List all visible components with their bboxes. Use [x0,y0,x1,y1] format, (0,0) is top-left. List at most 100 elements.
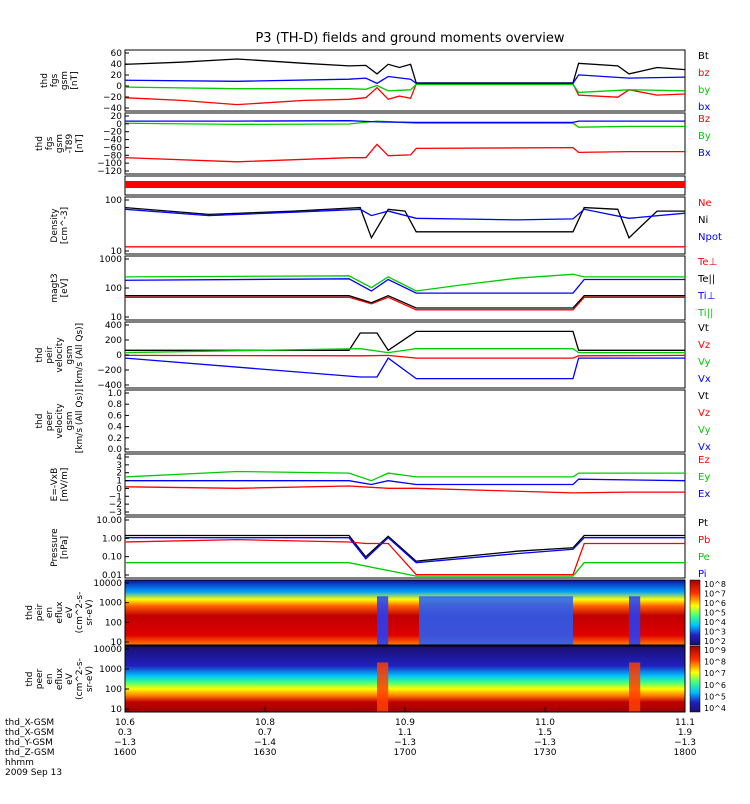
colorbar-tick-label: 10^5 [704,692,726,701]
y-axis-label: E=-VxB [50,468,60,502]
series-line-By [124,120,685,128]
spectrogram-region [629,662,641,712]
y-tick-label: 0.10 [102,553,122,563]
y-tick-label: 1 [116,477,122,487]
colorbar-tick-label: 10^8 [704,580,726,589]
x-tick-label: 0.3 [118,728,132,738]
x-row-label: thd_Z-GSM [5,748,54,758]
legend-label: bx [698,102,710,113]
x-tick-label: −1.3 [394,738,416,748]
y-axis-label: gsm [65,411,75,430]
y-tick-label: −200 [97,366,122,376]
quality-flag-bar [125,181,685,188]
y-tick-label: 1000 [99,255,122,265]
legend-label: Ez [698,455,710,466]
y-axis-label: en [45,607,55,618]
y-axis-label: [cm^-3] [60,207,70,244]
y-tick-label: 1.0 [108,389,123,399]
y-tick-label: −100 [97,159,122,169]
x-tick-label: 10.8 [255,718,275,728]
legend-label: Vt [698,391,709,402]
legend-label: Ti|| [697,308,713,319]
y-tick-label: −60 [103,143,122,153]
x-tick-label: −1.3 [534,738,556,748]
series-line-Ex [125,478,686,486]
legend-label: Vy [698,425,711,436]
x-axis-date: 2009 Sep 13 [5,768,62,778]
x-axis-group: thd_X-GSM 10.6 10.8 10.9 11.0 11.1 thd_X-GSM 0.… [5,707,697,778]
colorbar [689,645,701,713]
y-tick-label: −120 [97,167,122,177]
series-line-by [124,83,686,94]
legend-label: Bt [698,51,709,62]
y-axis-label: thd [25,672,35,687]
spectrogram-region [419,596,573,645]
y-axis-label: thd [35,136,45,151]
y-axis-label: sr-eV) [85,666,95,692]
x-tick-label: 1600 [114,748,137,758]
y-axis-label: [mV/m] [60,468,70,502]
series-line-Ez [124,485,685,494]
legend-label: Ni [698,215,708,226]
y-axis-label: peer [35,668,45,689]
y-axis-label: thd [40,73,50,88]
y-tick-label: −400 [97,381,122,391]
y-tick-label: 4 [116,453,122,463]
colorbar-tick-label: 10^3 [704,628,726,637]
legend-label: Pt [698,518,708,529]
y-axis-label: eflux [55,601,65,624]
x-tick-label: 1.5 [538,728,552,738]
legend-label: Npot [698,232,722,243]
y-tick-label: 400 [105,321,122,331]
y-axis-label: magt3 [50,273,60,302]
y-axis-label: velocity [55,403,65,439]
y-axis-label: peer [45,410,55,431]
legend-label: bz [698,68,710,79]
y-tick-label: 0 [116,82,122,92]
panel-frame [124,453,686,516]
colorbar-tick-label: 10^7 [704,590,726,599]
x-tick-label: 1730 [534,748,557,758]
legend-label: By [698,131,711,142]
y-tick-label: 60 [111,49,123,59]
y-tick-label: 0.2 [108,434,122,444]
legend-label: Pb [698,535,710,546]
y-tick-label: −2 [109,500,122,510]
legend-label: Ti⊥ [697,291,715,302]
y-tick-label: −40 [103,136,122,146]
legend-label: Vy [698,357,711,368]
x-row-label: thd_Y-GSM [5,738,53,748]
y-tick-label: −40 [103,104,122,114]
y-axis-label: -T89 [65,134,75,154]
y-axis-label: eflux [55,667,65,690]
colorbar-tick-label: 10^6 [704,599,726,608]
legend-label: Vz [698,408,710,419]
colorbar-tick-label: 10^9 [704,646,726,655]
y-axis-label: [nT] [70,71,80,89]
colorbar-tick-label: 10^5 [704,609,726,618]
y-axis-label: eV [65,606,75,619]
y-axis-label: thd [25,605,35,620]
legend-label: by [698,85,710,96]
series-line-Pe [125,562,685,577]
spectrogram-region [629,596,641,645]
series-line-Bx [125,120,685,124]
legend-label: Vx [698,442,711,453]
y-tick-label: −20 [103,93,122,103]
series-line-Bt [124,58,686,84]
y-tick-label: 2 [116,469,122,479]
y-tick-label: 20 [111,112,123,122]
x-tick-label: −1.4 [254,738,276,748]
y-tick-label: 10 [111,313,123,323]
x-tick-label: 1700 [394,748,417,758]
legend-label: Vx [698,374,711,385]
y-tick-label: 0.4 [108,423,123,433]
y-tick-label: 10 [111,247,123,257]
y-axis-label: eV [65,672,75,685]
panel-frame [124,579,686,646]
series-line-Te [125,294,685,309]
y-axis-label: thd [35,414,45,429]
x-tick-label: 10.6 [115,718,135,728]
legend-label: Ne [698,198,712,209]
